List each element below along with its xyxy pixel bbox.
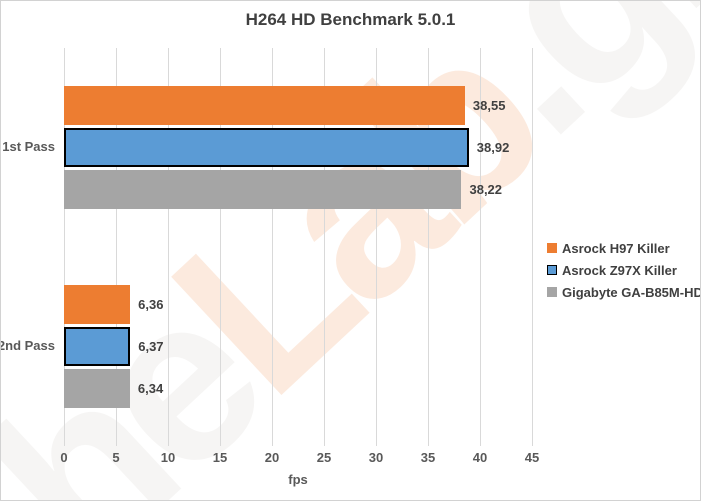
x-tick-label: 15 bbox=[212, 450, 228, 465]
x-tick-label: 20 bbox=[264, 450, 280, 465]
value-label: 6,36 bbox=[138, 296, 164, 312]
value-label: 6,34 bbox=[137, 380, 164, 396]
x-tick-label: 35 bbox=[420, 450, 436, 465]
bar bbox=[64, 170, 462, 209]
gridline bbox=[324, 48, 325, 446]
bar bbox=[64, 327, 131, 366]
plot-area: 38,55 38,92 38,22 6,36 6,37 6,34 bbox=[64, 48, 533, 446]
legend: Asrock H97 Killer Asrock Z97X Killer Gigab… bbox=[547, 237, 701, 303]
gridline bbox=[220, 48, 221, 446]
x-axis-title: fps bbox=[288, 472, 308, 487]
legend-item: Asrock H97 Killer bbox=[547, 237, 700, 259]
category-label: 1st Pass bbox=[2, 138, 55, 154]
x-tick-label: 25 bbox=[316, 450, 332, 465]
gridline bbox=[116, 48, 117, 446]
legend-swatch bbox=[547, 243, 557, 253]
legend-swatch bbox=[547, 265, 557, 275]
value-label: 38,55 bbox=[472, 97, 506, 113]
legend-item: Asrock Z97X Killer bbox=[547, 259, 700, 281]
gridline bbox=[168, 48, 169, 446]
gridline bbox=[272, 48, 273, 446]
x-tick-label: 40 bbox=[472, 450, 488, 465]
legend-label: Gigabyte GA-B85M-HD3 bbox=[562, 284, 701, 300]
value-label: 6,37 bbox=[138, 338, 164, 354]
bar bbox=[64, 86, 465, 125]
gridline bbox=[428, 48, 429, 446]
x-tick-label: 10 bbox=[160, 450, 176, 465]
x-tick-label: 5 bbox=[112, 450, 120, 465]
gridline bbox=[376, 48, 377, 446]
x-tick-label: 30 bbox=[368, 450, 384, 465]
gridline bbox=[532, 48, 533, 446]
category-label: 2nd Pass bbox=[0, 337, 55, 353]
bar bbox=[64, 369, 130, 408]
legend-swatch bbox=[547, 287, 557, 297]
legend-label: Asrock Z97X Killer bbox=[562, 262, 677, 278]
legend-item: Gigabyte GA-B85M-HD3 bbox=[547, 281, 701, 303]
x-tick-label: 45 bbox=[524, 450, 540, 465]
chart-title: H264 HD Benchmark 5.0.1 bbox=[245, 10, 456, 29]
x-tick-label: 0 bbox=[60, 450, 68, 465]
gridline bbox=[480, 48, 481, 446]
gridline bbox=[64, 48, 65, 446]
bar bbox=[64, 128, 469, 167]
bar bbox=[64, 285, 131, 324]
value-label: 38,22 bbox=[469, 181, 503, 197]
value-label: 38,92 bbox=[476, 139, 510, 155]
legend-label: Asrock H97 Killer bbox=[562, 240, 670, 256]
